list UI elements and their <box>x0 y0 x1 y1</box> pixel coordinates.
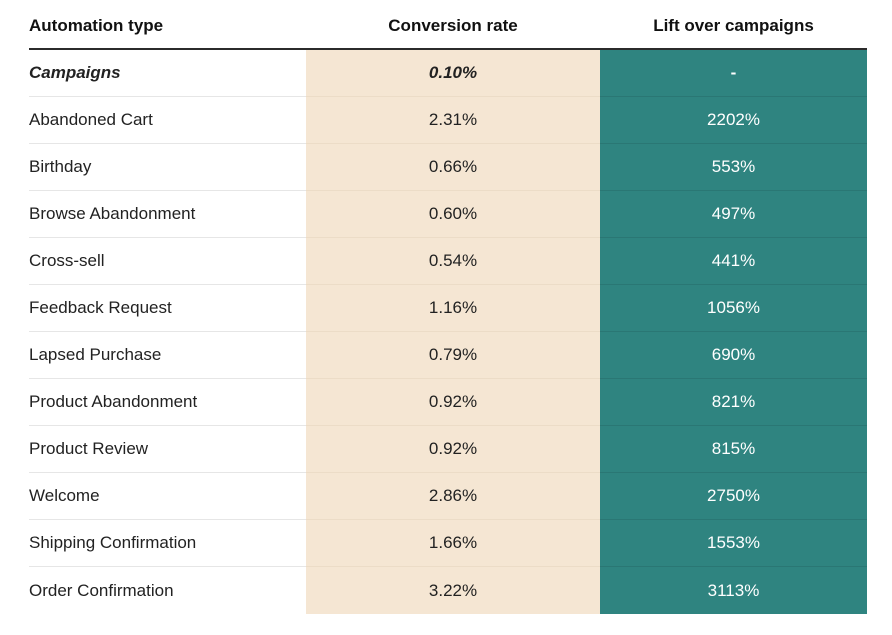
cell-automation-type: Welcome <box>29 473 306 520</box>
cell-conversion-rate: 3.22% <box>306 567 600 614</box>
cell-lift-over-campaigns: 441% <box>600 238 867 285</box>
cell-lift-over-campaigns: 690% <box>600 332 867 379</box>
cell-automation-type: Browse Abandonment <box>29 191 306 238</box>
cell-automation-type: Lapsed Purchase <box>29 332 306 379</box>
header-lift-over-campaigns: Lift over campaigns <box>653 16 814 35</box>
cell-automation-type: Feedback Request <box>29 285 306 332</box>
table-row: Campaigns 0.10% - <box>29 50 867 97</box>
cell-conversion-rate: 0.92% <box>306 379 600 426</box>
header-automation-type: Automation type <box>29 16 164 35</box>
table-row: Cross-sell 0.54% 441% <box>29 238 867 285</box>
cell-automation-type: Product Review <box>29 426 306 473</box>
table-row: Abandoned Cart 2.31% 2202% <box>29 97 867 144</box>
cell-conversion-rate: 0.60% <box>306 191 600 238</box>
cell-conversion-rate: 0.54% <box>306 238 600 285</box>
cell-lift-over-campaigns: - <box>600 50 867 97</box>
table-row: Birthday 0.66% 553% <box>29 144 867 191</box>
table-header-row: Automation type Conversion rate Lift ove… <box>29 0 867 50</box>
cell-conversion-rate: 1.16% <box>306 285 600 332</box>
cell-lift-over-campaigns: 2202% <box>600 97 867 144</box>
cell-conversion-rate: 0.10% <box>306 50 600 97</box>
table-row: Lapsed Purchase 0.79% 690% <box>29 332 867 379</box>
cell-lift-over-campaigns: 815% <box>600 426 867 473</box>
table-row: Browse Abandonment 0.60% 497% <box>29 191 867 238</box>
table-row: Product Review 0.92% 815% <box>29 426 867 473</box>
cell-lift-over-campaigns: 821% <box>600 379 867 426</box>
cell-lift-over-campaigns: 2750% <box>600 473 867 520</box>
cell-conversion-rate: 0.66% <box>306 144 600 191</box>
cell-lift-over-campaigns: 3113% <box>600 567 867 614</box>
table-row: Feedback Request 1.16% 1056% <box>29 285 867 332</box>
conversion-table: Automation type Conversion rate Lift ove… <box>29 0 867 614</box>
cell-automation-type: Cross-sell <box>29 238 306 285</box>
table-body: Campaigns 0.10% - Abandoned Cart 2.31% 2202% B… <box>29 50 867 614</box>
cell-automation-type: Shipping Confirmation <box>29 520 306 567</box>
cell-lift-over-campaigns: 497% <box>600 191 867 238</box>
table-row: Shipping Confirmation 1.66% 1553% <box>29 520 867 567</box>
cell-automation-type: Abandoned Cart <box>29 97 306 144</box>
table-row: Welcome 2.86% 2750% <box>29 473 867 520</box>
table-row: Product Abandonment 0.92% 821% <box>29 379 867 426</box>
cell-lift-over-campaigns: 1056% <box>600 285 867 332</box>
table-row: Order Confirmation 3.22% 3113% <box>29 567 867 614</box>
cell-automation-type: Product Abandonment <box>29 379 306 426</box>
cell-automation-type: Campaigns <box>29 50 306 97</box>
cell-conversion-rate: 0.79% <box>306 332 600 379</box>
cell-conversion-rate: 0.92% <box>306 426 600 473</box>
cell-lift-over-campaigns: 1553% <box>600 520 867 567</box>
cell-conversion-rate: 2.31% <box>306 97 600 144</box>
cell-automation-type: Birthday <box>29 144 306 191</box>
cell-automation-type: Order Confirmation <box>29 580 174 600</box>
cell-conversion-rate: 2.86% <box>306 473 600 520</box>
cell-lift-over-campaigns: 553% <box>600 144 867 191</box>
cell-conversion-rate: 1.66% <box>306 520 600 567</box>
header-conversion-rate: Conversion rate <box>388 16 518 35</box>
